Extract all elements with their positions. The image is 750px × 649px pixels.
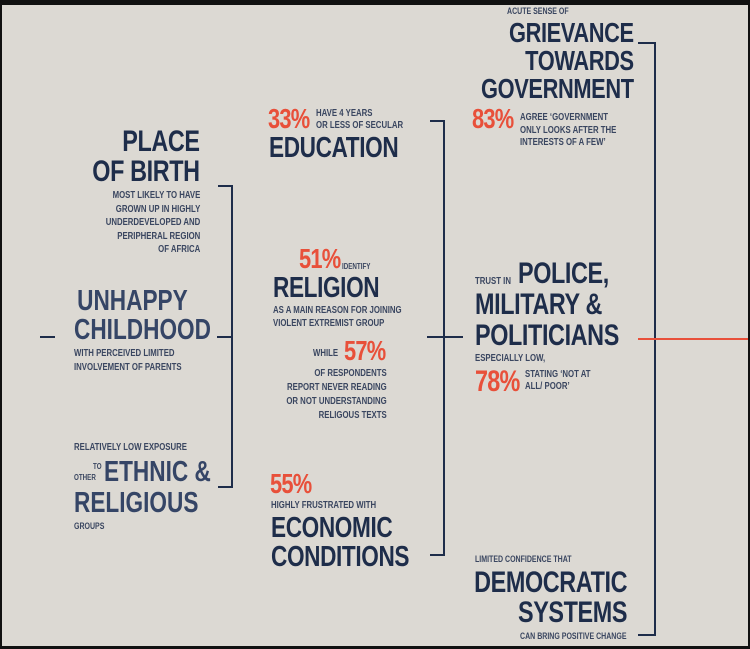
grievance-desc: AGREE ‘GOVERNMENT ONLY LOOKS AFTER THE I… [520, 112, 616, 150]
grievance-intro: ACUTE SENSE OF [507, 6, 569, 16]
bracket-2-bottom [430, 554, 445, 556]
desc-line: PERIPHERAL REGION [116, 230, 200, 242]
ethnic-title-2: RELIGIOUS [74, 487, 199, 519]
title-line: UNHAPPY [77, 285, 188, 317]
title-line: CONDITIONS [271, 541, 410, 573]
economic-percent: 55% [270, 468, 312, 499]
unhappy-childhood-title: UNHAPPY CHILDHOOD [74, 287, 211, 345]
bracket-3-top [638, 42, 656, 44]
bracket-1-middle [217, 336, 232, 338]
ethnic-intro: RELATIVELY LOW EXPOSURE [74, 442, 187, 453]
religion-desc-2: OF RESPONDENTS REPORT NEVER READING OR N… [287, 367, 387, 423]
religion-percent: 51% [299, 243, 341, 274]
title-line: SYSTEMS [517, 596, 627, 629]
religion-identify: IDENTIFY [342, 262, 371, 271]
bracket-1-bottom [218, 486, 233, 488]
place-of-birth-title: PLACE OF BIRTH [92, 125, 201, 188]
ethnic-other: OTHER [74, 473, 96, 482]
religion-desc: AS A MAIN REASON FOR JOINING VIOLENT EXT… [273, 304, 402, 330]
bracket-2-vertical [443, 120, 445, 556]
bracket-3-bottom [638, 634, 656, 636]
democratic-suffix: CAN BRING POSITIVE CHANGE [520, 631, 627, 641]
grievance-percent: 83% [472, 103, 514, 134]
place-of-birth-desc: MOST LIKELY TO HAVE GROWN UP IN HIGHLY U… [105, 189, 200, 257]
education-percent: 33% [268, 103, 310, 134]
ethnic-to: TO [93, 462, 102, 471]
title-line: ECONOMIC [271, 512, 393, 544]
connector-left-dash [40, 336, 55, 338]
title-line: GRIEVANCE [509, 17, 634, 48]
bracket-1-vertical [231, 185, 233, 488]
trust-title-1: POLICE, [518, 257, 609, 290]
desc-line: VIOLENT EXTREMIST GROUP [273, 318, 385, 329]
desc-line: RELIGOUS TEXTS [318, 410, 387, 421]
desc-line: AS A MAIN REASON FOR JOINING [273, 305, 402, 316]
democratic-intro: LIMITED CONFIDENCE THAT [475, 554, 572, 564]
bracket-1-top [218, 185, 233, 187]
desc-line: OF RESPONDENTS [314, 368, 387, 379]
trust-note: ESPECIALLY LOW, [475, 353, 546, 364]
ethnic-title-1: ETHNIC & [104, 456, 211, 488]
trust-desc: STATING ‘NOT AT ALL/ POOR’ [525, 369, 591, 393]
education-title: EDUCATION [269, 132, 399, 164]
title-line: GOVERNMENT [481, 73, 634, 104]
desc-line: UNDERDEVELOPED AND [105, 217, 200, 228]
education-desc: HAVE 4 YEARS OR LESS OF SECULAR [316, 108, 403, 132]
democratic-title: DEMOCRATIC SYSTEMS [474, 568, 627, 628]
title-line: PLACE [122, 125, 201, 158]
desc-line: GROWN UP IN HIGHLY [115, 203, 200, 215]
desc-line: ALL/ POOR’ [525, 381, 570, 392]
desc-line: OF AFRICA [157, 244, 200, 255]
trust-intro: TRUST IN [475, 276, 511, 287]
bracket-2-top [430, 120, 445, 122]
trust-title-3: POLITICIANS [475, 319, 619, 352]
religion-title: RELIGION [273, 272, 380, 304]
title-line: OF BIRTH [92, 155, 201, 188]
unhappy-childhood-desc: WITH PERCEIVED LIMITED INVOLVEMENT OF PA… [74, 347, 182, 374]
religion-percent-2: 57% [344, 335, 386, 366]
title-line: TOWARDS [525, 45, 634, 76]
trust-title-2: MILITARY & [475, 288, 602, 321]
infographic: PLACE OF BIRTH MOST LIKELY TO HAVE GROWN… [2, 5, 748, 646]
desc-line: ONLY LOOKS AFTER THE [520, 124, 617, 136]
desc-line: STATING ‘NOT AT [525, 369, 591, 380]
title-line: CHILDHOOD [74, 314, 211, 346]
desc-line: INVOLVEMENT OF PARENTS [74, 361, 182, 373]
desc-line: OR LESS OF SECULAR [316, 120, 404, 131]
bracket-2-middle [427, 336, 463, 338]
grievance-title: GRIEVANCE TOWARDS GOVERNMENT [481, 19, 634, 103]
trust-percent: 78% [475, 365, 520, 398]
religion-while: WHILE [313, 348, 339, 359]
desc-line: HAVE 4 YEARS [316, 108, 373, 119]
desc-line: OR NOT UNDERSTANDING [286, 396, 387, 407]
desc-line: WITH PERCEIVED LIMITED [74, 348, 175, 359]
title-line: DEMOCRATIC [474, 566, 627, 599]
economic-title: ECONOMIC CONDITIONS [271, 514, 409, 572]
desc-line: INTERESTS OF A FEW’ [520, 137, 606, 148]
desc-line: REPORT NEVER READING [287, 382, 387, 393]
connector-right-red [638, 338, 748, 340]
desc-line: MOST LIKELY TO HAVE [112, 190, 200, 201]
ethnic-suffix: GROUPS [74, 521, 105, 531]
economic-desc: HIGHLY FRUSTRATED WITH [271, 500, 377, 511]
desc-line: AGREE ‘GOVERNMENT [520, 112, 608, 123]
